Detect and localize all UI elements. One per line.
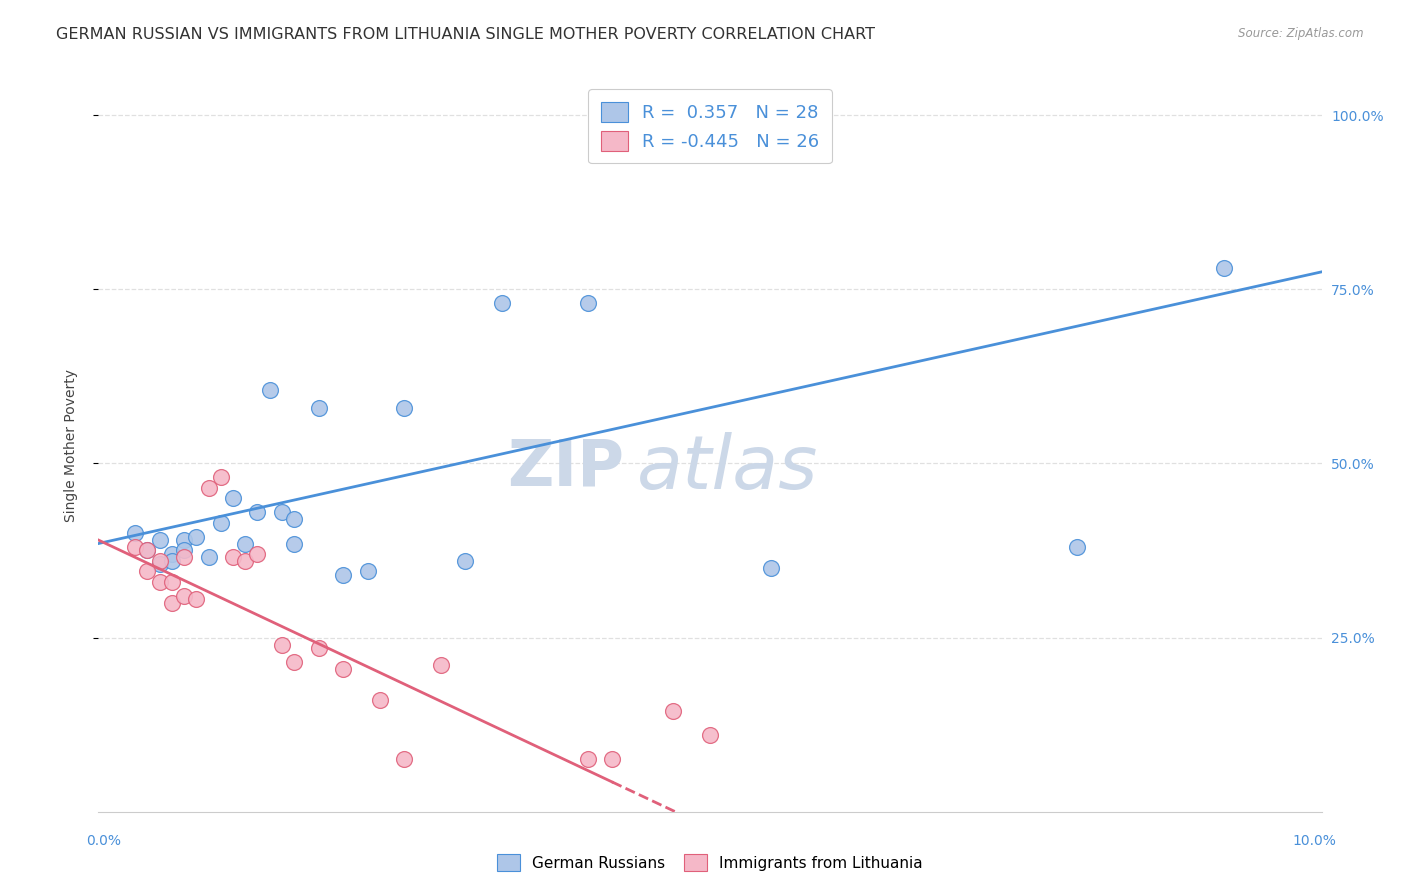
Point — [491, 296, 513, 310]
Text: 0.0%: 0.0% — [87, 834, 121, 848]
Point — [759, 561, 782, 575]
Point — [308, 401, 330, 415]
Point — [149, 533, 172, 547]
Point — [699, 728, 721, 742]
Point — [233, 554, 256, 568]
Point — [233, 536, 256, 550]
Point — [222, 550, 245, 565]
Point — [149, 558, 172, 572]
Point — [454, 554, 477, 568]
Point — [392, 401, 416, 415]
Point — [136, 543, 159, 558]
Point — [136, 543, 159, 558]
Point — [332, 567, 354, 582]
Point — [332, 662, 354, 676]
Text: atlas: atlas — [637, 432, 818, 504]
Point — [197, 481, 219, 495]
Point — [662, 704, 685, 718]
Point — [576, 752, 599, 766]
Y-axis label: Single Mother Poverty: Single Mother Poverty — [63, 369, 77, 523]
Point — [160, 596, 183, 610]
Text: ZIP: ZIP — [508, 437, 624, 499]
Point — [430, 658, 453, 673]
Point — [149, 554, 172, 568]
Point — [246, 547, 269, 561]
Point — [246, 505, 269, 519]
Point — [283, 512, 305, 526]
Point — [186, 592, 208, 607]
Point — [209, 470, 232, 484]
Point — [1066, 540, 1088, 554]
Point — [160, 554, 183, 568]
Point — [283, 536, 305, 550]
Point — [124, 526, 146, 541]
Point — [186, 530, 208, 544]
Text: 10.0%: 10.0% — [1292, 834, 1337, 848]
Point — [160, 574, 183, 589]
Point — [173, 589, 195, 603]
Point — [576, 296, 599, 310]
Point — [124, 540, 146, 554]
Point — [600, 752, 623, 766]
Point — [222, 491, 245, 506]
Point — [270, 638, 292, 652]
Point — [308, 640, 330, 655]
Point — [283, 655, 305, 669]
Point — [197, 550, 219, 565]
Point — [173, 533, 195, 547]
Point — [270, 505, 292, 519]
Point — [149, 574, 172, 589]
Point — [1212, 261, 1234, 276]
Point — [173, 550, 195, 565]
Point — [136, 565, 159, 579]
Point — [259, 384, 281, 398]
Point — [368, 693, 391, 707]
Point — [209, 516, 232, 530]
Point — [160, 547, 183, 561]
Point — [173, 543, 195, 558]
Legend: German Russians, Immigrants from Lithuania: German Russians, Immigrants from Lithuan… — [491, 848, 929, 877]
Text: GERMAN RUSSIAN VS IMMIGRANTS FROM LITHUANIA SINGLE MOTHER POVERTY CORRELATION CH: GERMAN RUSSIAN VS IMMIGRANTS FROM LITHUA… — [56, 27, 876, 42]
Text: Source: ZipAtlas.com: Source: ZipAtlas.com — [1239, 27, 1364, 40]
Point — [392, 752, 416, 766]
Point — [356, 565, 378, 579]
